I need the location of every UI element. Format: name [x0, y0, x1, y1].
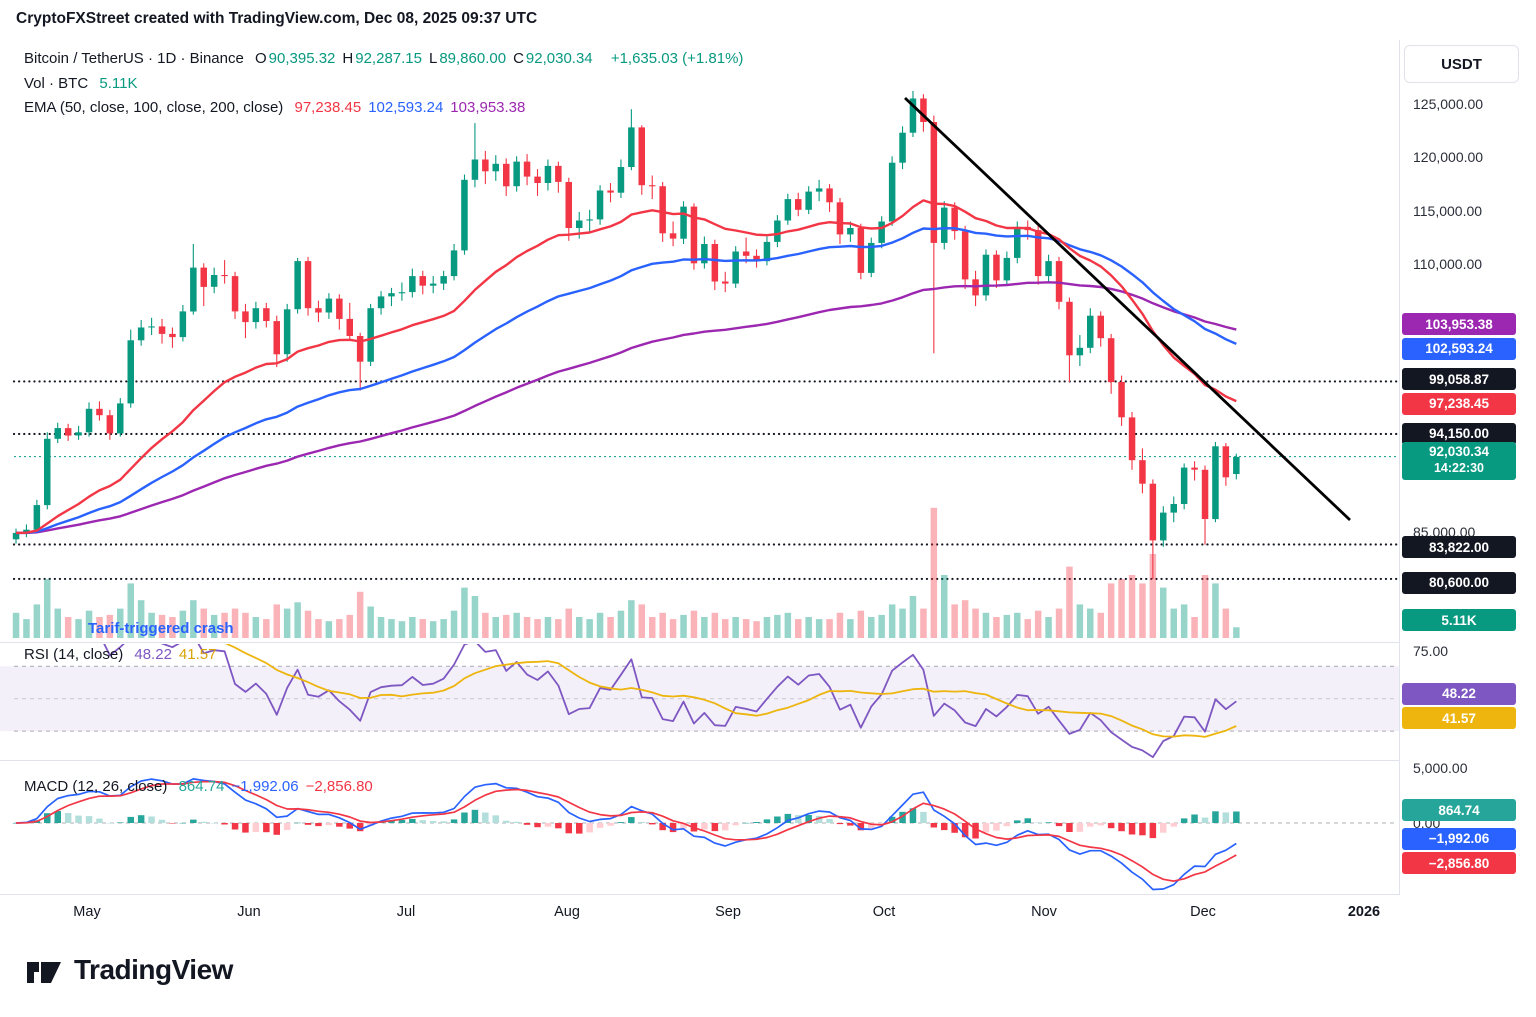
ema-value: 102,593.24 [368, 99, 444, 116]
attribution-text: CryptoFXStreet created with TradingView.… [16, 10, 538, 27]
time-label: Nov [1031, 904, 1057, 920]
time-label: Aug [554, 904, 580, 920]
macd-value: 864.74 [178, 778, 225, 795]
attribution-bar: CryptoFXStreet created with TradingView.… [16, 10, 537, 28]
rsi-value: 48.22 [134, 646, 172, 663]
volume-value: 5.11K [99, 75, 138, 92]
ema-legend: EMA (50, close, 100, close, 200, close) … [24, 99, 539, 116]
volume-bars [12, 507, 1240, 638]
macd-legend: MACD (12, 26, close) 864.74 −1,992.06 −2,8… [24, 778, 387, 795]
ohlc-values: O 90,395.32 H 92,287.15 L 89,860.00 C 92,030.34 [255, 50, 600, 67]
macd-value: −2,856.80 [305, 778, 373, 795]
time-label: Jul [396, 904, 416, 920]
ema-lines [15, 199, 1237, 535]
time-label: Sep [715, 904, 741, 920]
volume-legend: Vol · BTC 5.11K [24, 75, 144, 92]
right-axis-panel[interactable] [1400, 40, 1536, 896]
rsi-label[interactable]: RSI (14, close) [24, 646, 124, 663]
symbol-legend: Bitcoin / TetherUS · 1D · Binance O 90,39… [24, 50, 750, 67]
chart-annotation[interactable]: Tarif-triggered crash [88, 620, 234, 637]
rsi-legend: RSI (14, close) 48.22 41.57 [24, 646, 230, 663]
price-chart-canvas[interactable] [0, 0, 1536, 950]
macd-label[interactable]: MACD (12, 26, close) [24, 778, 168, 795]
rsi-pane [0, 644, 1399, 758]
macd-value: −1,992.06 [231, 778, 299, 795]
time-label: Oct [872, 904, 896, 920]
tradingview-logo-icon[interactable] [24, 950, 64, 990]
ohlc-letter: C [513, 50, 524, 67]
candles [12, 91, 1240, 579]
ohlc-value: 90,395.32 [268, 50, 336, 67]
ohlc-value: 92,287.15 [355, 50, 422, 67]
level-lines [12, 380, 1399, 581]
volume-label[interactable]: Vol · BTC [24, 75, 89, 92]
price-change: +1,635.03 (+1.81%) [610, 50, 744, 67]
symbol-title[interactable]: Bitcoin / TetherUS · 1D · Binance [24, 50, 244, 67]
rsi-value: 41.57 [178, 646, 217, 663]
footer-brand: TradingView [24, 950, 233, 990]
macd-values: 864.74 −1,992.06 −2,856.80 [179, 778, 380, 795]
time-label: May [73, 904, 101, 920]
time-label: Jun [237, 904, 261, 920]
ohlc-letter: O [255, 50, 267, 67]
ema-values: 97,238.45 102,593.24 103,953.38 [294, 99, 532, 116]
ema-value: 103,953.38 [450, 99, 526, 116]
ema-label[interactable]: EMA (50, close, 100, close, 200, close) [24, 99, 284, 116]
rsi-values: 48.22 41.57 [134, 646, 223, 663]
ohlc-letter: L [428, 50, 438, 67]
macd-pane [12, 778, 1397, 891]
time-label: 2026 [1347, 904, 1381, 920]
ohlc-value: 89,860.00 [439, 50, 507, 67]
time-label: Dec [1190, 904, 1216, 920]
descending-trendline [904, 96, 1351, 522]
ohlc-letter: H [342, 50, 354, 67]
brand-wordmark[interactable]: TradingView [74, 954, 233, 985]
ema-value: 97,238.45 [294, 99, 362, 116]
ohlc-value: 92,030.34 [525, 50, 593, 67]
currency-button[interactable]: USDT [1404, 45, 1519, 83]
